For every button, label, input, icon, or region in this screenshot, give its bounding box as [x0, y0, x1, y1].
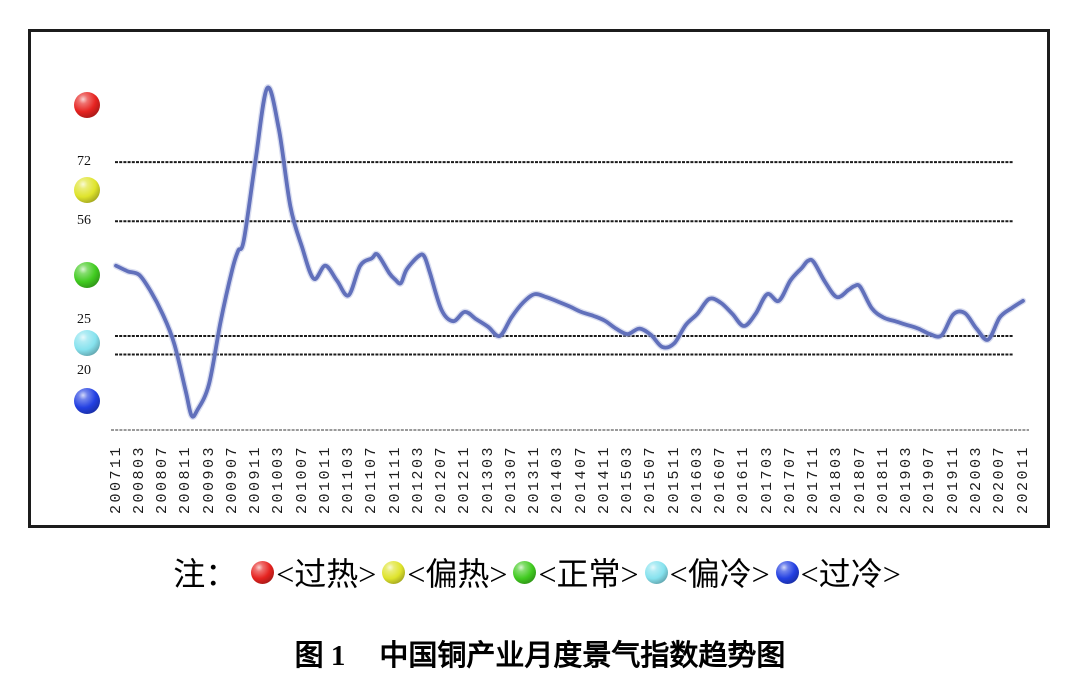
x-tick-label: 201303 — [479, 444, 497, 514]
legend-item-overheat: <过热> — [251, 549, 376, 595]
index-curve-halo — [112, 84, 1027, 420]
x-tick-label: 201211 — [456, 444, 474, 514]
x-tick-label: 201203 — [409, 444, 427, 514]
y-axis-label-25: 25 — [77, 312, 91, 327]
legend: 注： <过热> <偏热> <正常> <偏冷> <过冷> — [0, 543, 1080, 601]
x-tick-label: 200907 — [223, 444, 241, 514]
x-tick-label: 201807 — [851, 444, 869, 514]
reference-lines — [111, 161, 1029, 431]
x-tick-label: 200911 — [247, 444, 265, 514]
x-tick-label: 201707 — [781, 444, 799, 514]
x-tick-label: 202007 — [991, 444, 1009, 514]
x-tick-label: 201607 — [712, 444, 730, 514]
legend-item-normal: <正常> — [513, 549, 639, 595]
x-tick-label: 200811 — [177, 444, 195, 514]
legend-item-label: <过冷> — [800, 556, 901, 592]
x-tick-label: 201811 — [874, 444, 892, 514]
legend-item-label: <正常> — [538, 556, 639, 592]
x-tick-label: 201111 — [386, 444, 404, 514]
index-curve — [114, 85, 1025, 419]
x-tick-label: 201407 — [572, 444, 590, 514]
x-tick-label: 201611 — [735, 444, 753, 514]
overheat-ball-icon — [251, 560, 275, 584]
warm-ball-icon — [382, 560, 406, 584]
normal-ball-icon — [513, 560, 537, 584]
x-tick-label: 201907 — [921, 444, 939, 514]
y-axis-label-20: 20 — [77, 362, 91, 378]
x-tick-label: 200803 — [130, 444, 148, 514]
overcool-ball-icon — [775, 560, 799, 584]
x-tick-label: 201403 — [549, 444, 567, 514]
x-tick-label: 201903 — [898, 444, 916, 514]
x-tick-label: 201507 — [642, 444, 660, 514]
zone-marker-warm-icon — [74, 177, 100, 203]
zone-marker-overheat-icon — [74, 92, 100, 118]
y-axis-label-56: 56 — [77, 213, 91, 229]
figure-title: 中国铜产业月度景气指数趋势图 — [379, 640, 786, 672]
x-tick-label: 201207 — [433, 444, 451, 514]
x-tick-label: 201503 — [619, 444, 637, 514]
x-tick-label: 201703 — [758, 444, 776, 514]
zone-marker-cool-icon — [74, 330, 100, 356]
x-tick-label: 201803 — [828, 444, 846, 514]
x-tick-label: 201307 — [502, 444, 520, 514]
x-tick-label: 201603 — [688, 444, 706, 514]
x-tick-label: 201711 — [805, 444, 823, 514]
x-tick-label: 201511 — [665, 444, 683, 514]
x-tick-label: 200903 — [200, 444, 218, 514]
legend-item-warm: <偏热> — [382, 549, 507, 595]
figure-caption: 图 1 中国铜产业月度景气指数趋势图 — [0, 632, 1080, 674]
x-tick-label: 201103 — [340, 444, 358, 514]
x-tick-label: 201011 — [316, 444, 334, 514]
legend-item-label: <偏冷> — [669, 556, 770, 592]
legend-item-cool: <偏冷> — [644, 549, 770, 595]
x-tick-label: 201411 — [595, 444, 613, 514]
x-tick-label: 202011 — [1014, 444, 1032, 514]
x-tick-label: 200711 — [107, 444, 125, 514]
x-tick-label: 200807 — [154, 444, 171, 514]
y-axis-label-72: 72 — [77, 154, 91, 170]
x-tick-label: 201911 — [944, 444, 962, 514]
legend-items: <过热> <偏热> <正常> <偏冷> <过冷> — [251, 549, 907, 595]
x-tick-label: 201007 — [293, 444, 311, 514]
trend-line-chart — [111, 84, 1029, 431]
chart-frame: 72 56 25 20 200711 200803 200807 200811 200903 2… — [28, 29, 1050, 528]
legend-item-label: <过热> — [276, 556, 377, 592]
legend-note: 注： — [173, 556, 238, 592]
figure-number: 图 1 — [294, 640, 346, 672]
x-tick-label: 201311 — [526, 444, 544, 514]
cool-ball-icon — [644, 560, 668, 584]
zone-marker-normal-icon — [74, 262, 100, 288]
x-tick-label: 201107 — [363, 444, 381, 514]
x-tick-label: 202003 — [967, 444, 985, 514]
zone-marker-overcool-icon — [74, 388, 100, 414]
legend-item-overcool: <过冷> — [775, 549, 901, 595]
legend-item-label: <偏热> — [407, 556, 508, 592]
x-tick-label: 201003 — [270, 444, 288, 514]
